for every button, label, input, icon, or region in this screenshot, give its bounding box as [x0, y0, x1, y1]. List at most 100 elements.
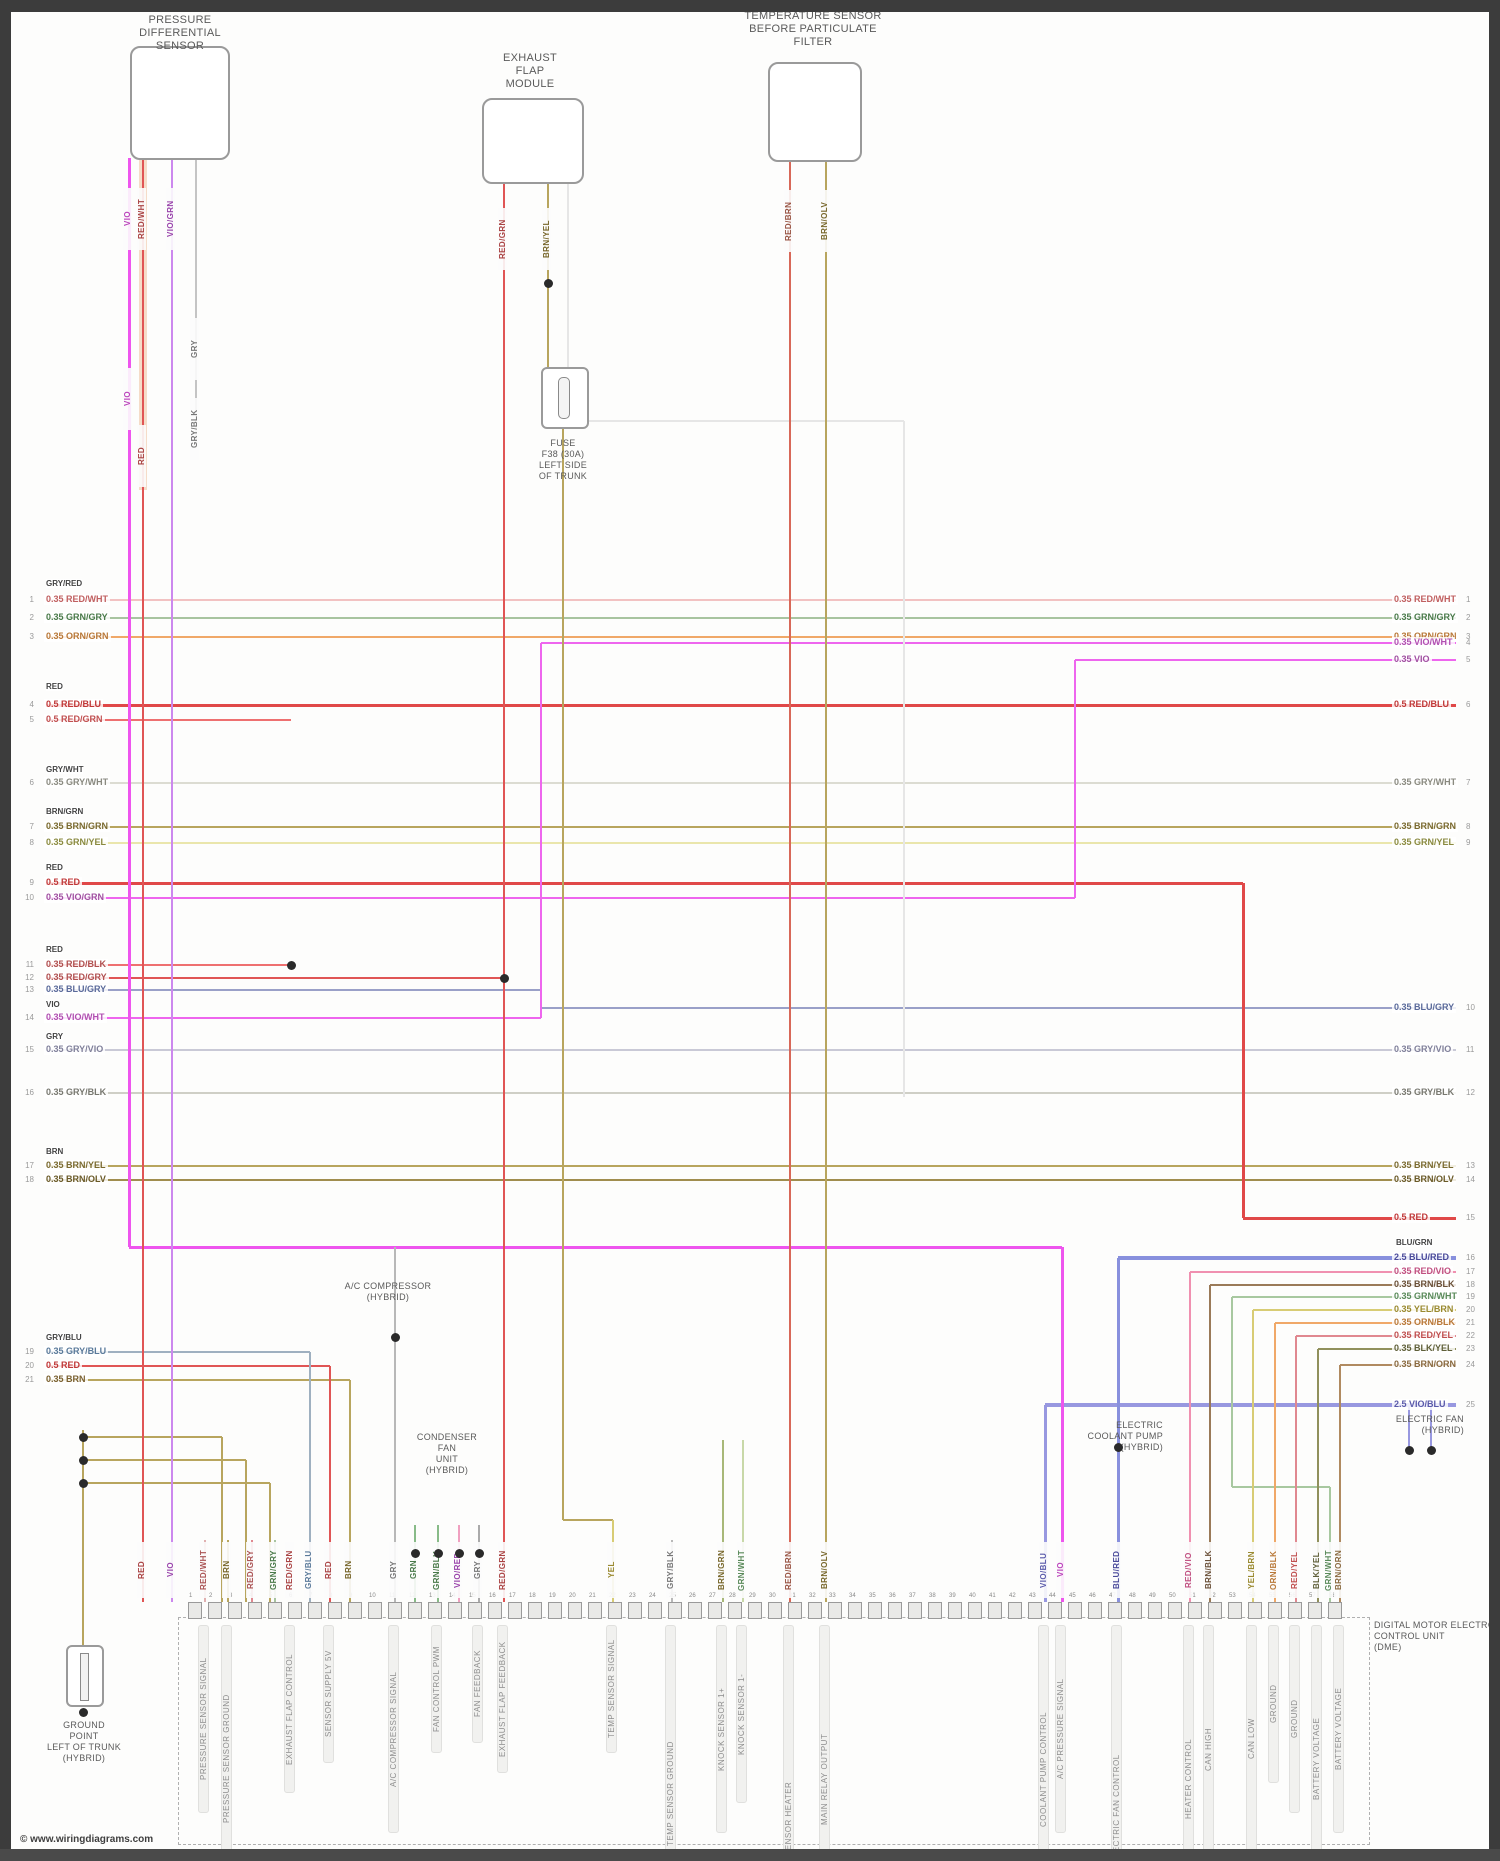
wire-horizontal — [46, 782, 1456, 784]
right-pin-number: 23 — [1466, 1344, 1475, 1353]
wire-vertical — [825, 158, 827, 1602]
left-wire-label: 0.35 BRN — [44, 1374, 88, 1385]
label-line: ELECTRIC — [1116, 1420, 1163, 1430]
dme-pin-function-label: OXYGEN SENSOR HEATER — [783, 1625, 794, 1861]
watermark: © www.wiringdiagrams.com — [20, 1834, 154, 1845]
splice-dot — [1404, 1445, 1414, 1455]
label-line: (HYBRID) — [1421, 1425, 1464, 1435]
strip-pin — [688, 1602, 702, 1619]
wire-stub-label: VIO/GRN — [166, 188, 175, 250]
strip-pin-number: 41 — [989, 1593, 996, 1599]
strip-pin — [228, 1602, 242, 1619]
wire-horizontal — [83, 1482, 270, 1484]
right-wire-label: 0.35 RED/WHT — [1392, 594, 1459, 605]
wire-horizontal — [46, 989, 541, 991]
strip-pin — [728, 1602, 742, 1619]
dme-pin-function-label: KNOCK SENSOR 1+ — [716, 1625, 727, 1833]
wire-horizontal — [46, 1165, 1456, 1167]
wire-vertical — [195, 158, 197, 445]
left-wire-label: 0.35 BRN/OLV — [44, 1174, 108, 1185]
left-pin-number: 15 — [25, 1045, 34, 1054]
strip-pin — [1248, 1602, 1262, 1619]
right-pin-number: 22 — [1466, 1331, 1475, 1340]
strip-pin-number: 49 — [1149, 1593, 1156, 1599]
label-line: POINT — [69, 1731, 99, 1741]
strip-pin — [388, 1602, 402, 1619]
strip-pin — [608, 1602, 622, 1619]
strip-pin-number: 37 — [909, 1593, 916, 1599]
frame-right — [1489, 0, 1500, 1861]
splice-dot — [78, 1707, 88, 1717]
left-wire-header: GRY — [46, 1032, 64, 1041]
left-wire-label: 0.35 BRN/GRN — [44, 821, 111, 832]
splice-dot — [454, 1548, 464, 1558]
wire-horizontal — [46, 1365, 330, 1367]
right-pin-number: 10 — [1466, 1003, 1475, 1012]
right-pin-number: 24 — [1466, 1360, 1475, 1369]
splice-dot — [433, 1548, 443, 1558]
strip-wire-label: VIO — [1056, 1542, 1065, 1598]
left-wire-label: 0.35 BRN/YEL — [44, 1160, 108, 1171]
strip-pin — [408, 1602, 422, 1619]
label-line: EXHAUST — [502, 52, 558, 64]
strip-wire-label: GRY — [389, 1542, 398, 1598]
dme-pin-function-label: ELECTRIC FAN CONTROL — [1111, 1625, 1122, 1861]
strip-pin-number: 1 — [189, 1593, 193, 1599]
label-line: FAN — [437, 1443, 457, 1453]
wire-vertical — [1060, 1247, 1064, 1602]
left-wire-label: 0.35 GRY/VIO — [44, 1044, 106, 1055]
wire-vertical — [349, 1380, 351, 1602]
wire-horizontal — [1232, 1296, 1456, 1298]
wire-vertical — [562, 425, 564, 1520]
strip-wire-label: RED/GRN — [285, 1542, 294, 1598]
left-pin-number: 17 — [25, 1161, 34, 1170]
right-pin-number: 15 — [1466, 1213, 1475, 1222]
pressure-sensor-connector — [130, 46, 230, 160]
label-line: (DME) — [1374, 1642, 1402, 1652]
left-wire-header: BRN — [46, 1147, 64, 1156]
strip-pin — [748, 1602, 762, 1619]
strip-wire-label: BLU/RED — [1112, 1542, 1121, 1598]
wire-stub-label: RED/GRN — [498, 208, 507, 270]
left-pin-number: 5 — [29, 715, 34, 724]
dme-pin-function-label: FAN FEEDBACK — [472, 1625, 483, 1743]
strip-wire-label: BRN — [222, 1542, 231, 1598]
right-wire-label: 0.35 BRN/GRN — [1392, 821, 1459, 832]
right-pin-number: 21 — [1466, 1318, 1475, 1327]
strip-pin — [1148, 1602, 1162, 1619]
wire-vertical — [903, 421, 905, 1097]
left-pin-number: 11 — [25, 960, 34, 969]
label-line: DIGITAL MOTOR ELECTRONICS — [1374, 1620, 1500, 1630]
dme-pin-function-label: SENSOR SUPPLY 5V — [323, 1625, 334, 1763]
label-line: CONDENSER — [416, 1432, 478, 1442]
wire-vertical — [742, 1440, 744, 1602]
dme-pin-function-label: GROUND — [1268, 1625, 1279, 1783]
left-wire-header: GRY/BLU — [46, 1333, 82, 1342]
wire-vertical — [1317, 1349, 1319, 1602]
strip-pin-number: 45 — [1069, 1593, 1076, 1599]
strip-pin — [1228, 1602, 1242, 1619]
strip-pin — [1028, 1602, 1042, 1619]
wire-horizontal — [1210, 1284, 1456, 1286]
right-wire-label: 0.35 YEL/BRN — [1392, 1304, 1456, 1315]
right-pin-number: 6 — [1466, 700, 1471, 709]
right-wire-label: 0.35 RED/VIO — [1392, 1266, 1454, 1277]
wire-horizontal — [541, 1007, 1456, 1009]
strip-pin-number: 17 — [509, 1593, 516, 1599]
strip-pin — [588, 1602, 602, 1619]
wire-horizontal — [46, 703, 1456, 707]
wire-horizontal — [563, 1519, 613, 1521]
right-wire-label: 0.5 RED/BLU — [1392, 699, 1452, 710]
wire-vertical — [1339, 1365, 1341, 1602]
strip-pin-number: 50 — [1169, 1593, 1176, 1599]
splice-dot — [543, 278, 553, 288]
label-line: UNIT — [435, 1454, 459, 1464]
wire-horizontal — [1232, 1486, 1330, 1488]
temp-sensor-connector — [768, 62, 862, 162]
wire-horizontal — [1243, 1216, 1456, 1220]
left-wire-header: RED — [46, 945, 63, 954]
wire-stub-label: GRY/BLK — [190, 398, 199, 460]
fuse-label: FUSE F38 (30A) LEFT SIDE OF TRUNK — [513, 438, 613, 482]
label-line: PRESSURE — [148, 14, 212, 26]
right-wire-label: 0.35 VIO — [1392, 654, 1432, 665]
